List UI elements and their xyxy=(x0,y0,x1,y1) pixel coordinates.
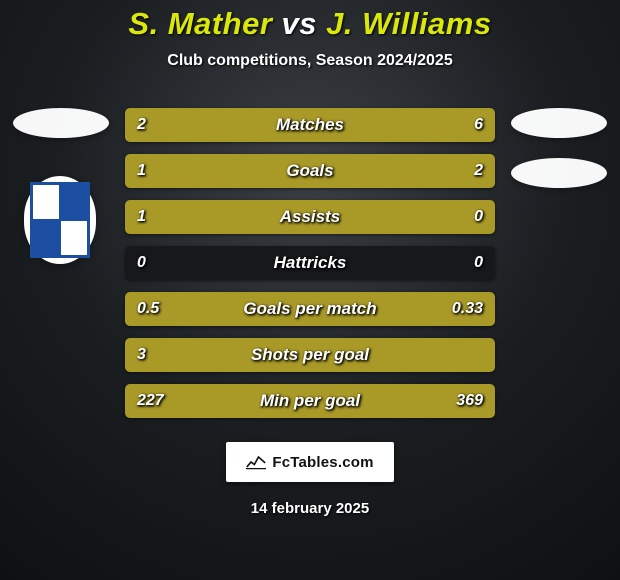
chart-icon xyxy=(246,454,266,470)
page-root: S. Mather vs J. Williams Club competitio… xyxy=(0,0,620,580)
stat-label: Goals xyxy=(125,154,495,188)
player2-club-logo-placeholder-1 xyxy=(511,108,607,138)
player2-club-logo-placeholder-2 xyxy=(511,158,607,188)
page-title: S. Mather vs J. Williams xyxy=(128,6,491,42)
title-vs: vs xyxy=(282,6,317,41)
fctables-logo-text: FcTables.com xyxy=(272,454,373,471)
stat-value-left: 1 xyxy=(137,154,146,188)
stats-zone: Matches26Goals12Assists10Hattricks00Goal… xyxy=(0,108,620,418)
stat-bars: Matches26Goals12Assists10Hattricks00Goal… xyxy=(125,108,495,418)
crest-inner xyxy=(30,182,90,258)
stat-label: Shots per goal xyxy=(125,338,495,372)
stat-row: Goals1 2 xyxy=(125,154,495,188)
stat-value-right: 369 xyxy=(456,384,483,418)
stat-value-left: 2 xyxy=(137,108,146,142)
stat-row: Hattricks0 0 xyxy=(125,246,495,280)
stat-value-left: 227 xyxy=(137,384,164,418)
stat-row: Assists1 0 xyxy=(125,200,495,234)
stat-value-right: 0.33 xyxy=(452,292,483,326)
page-subtitle: Club competitions, Season 2024/2025 xyxy=(167,52,452,70)
stat-label: Matches xyxy=(125,108,495,142)
footer-date: 14 february 2025 xyxy=(251,500,369,517)
fctables-link[interactable]: FcTables.com xyxy=(226,442,394,482)
stat-value-left: 0 xyxy=(137,246,146,280)
stat-label: Goals per match xyxy=(125,292,495,326)
stat-value-right: 6 xyxy=(474,108,483,142)
stat-label: Hattricks xyxy=(125,246,495,280)
stat-row: Matches2 6 xyxy=(125,108,495,142)
stat-label: Min per goal xyxy=(125,384,495,418)
stat-value-right: 0 xyxy=(474,246,483,280)
player1-club-logo-placeholder xyxy=(13,108,109,138)
stat-value-right: 2 xyxy=(474,154,483,188)
stat-label: Assists xyxy=(125,200,495,234)
stat-row: Shots per goal3 xyxy=(125,338,495,372)
stat-row: Goals per match0.5 0.33 xyxy=(125,292,495,326)
crest-grid xyxy=(32,184,88,256)
title-player2: J. Williams xyxy=(326,6,491,41)
title-player1: S. Mather xyxy=(128,6,272,41)
stat-value-right: 0 xyxy=(474,200,483,234)
player1-crest xyxy=(24,176,96,264)
stat-value-left: 3 xyxy=(137,338,146,372)
stat-value-left: 0.5 xyxy=(137,292,159,326)
stat-value-left: 1 xyxy=(137,200,146,234)
stat-row: Min per goal227 369 xyxy=(125,384,495,418)
